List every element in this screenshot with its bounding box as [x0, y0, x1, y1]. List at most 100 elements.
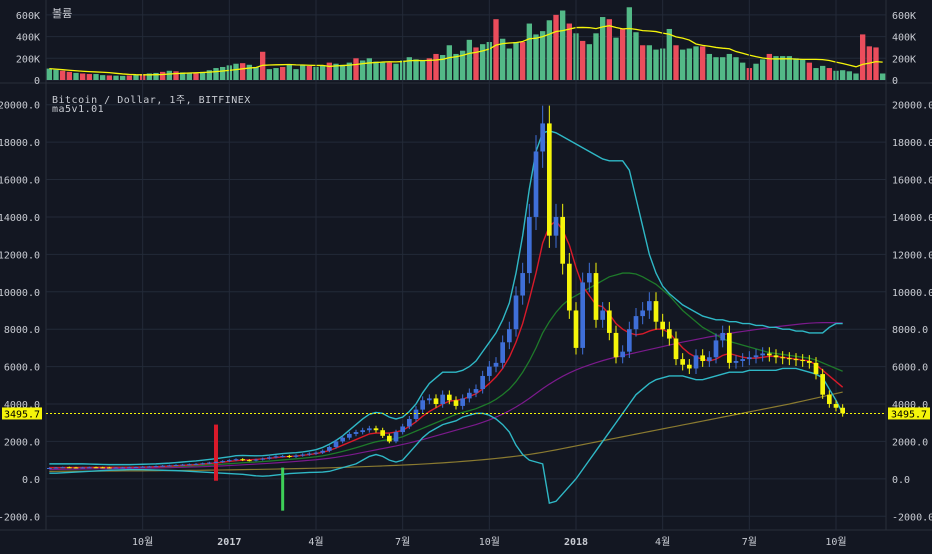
candle-body	[200, 463, 205, 465]
candle-body	[640, 310, 645, 317]
volume-bar	[326, 62, 332, 80]
candle-body	[367, 428, 372, 431]
volume-bar	[60, 70, 66, 80]
candle-body	[327, 447, 332, 451]
price-tick-label-right: 10000.0	[892, 288, 932, 299]
candle-body	[427, 398, 432, 401]
volume-bar	[620, 28, 626, 80]
time-tick-label: 7월	[742, 536, 757, 548]
volume-bar	[366, 58, 372, 80]
candle-body	[493, 362, 499, 367]
candle-body	[693, 355, 699, 369]
candle-body	[673, 338, 679, 360]
volume-tick-label-right: 600K	[892, 11, 916, 22]
time-tick-label: 10월	[132, 536, 153, 548]
volume-bar	[666, 28, 672, 80]
candle-body	[707, 357, 712, 361]
candle-body	[227, 460, 232, 462]
volume-bar	[700, 46, 706, 80]
volume-bar	[173, 71, 179, 80]
volume-bar	[540, 31, 546, 80]
volume-bar	[360, 60, 366, 80]
volume-bar	[206, 70, 212, 80]
candle-body	[107, 467, 112, 469]
volume-bar	[493, 19, 499, 80]
volume-bar	[873, 47, 879, 80]
price-tick-label-left: -2000.0	[0, 512, 40, 523]
candle-body	[807, 360, 812, 363]
volume-bar	[753, 63, 759, 80]
candle-body	[587, 273, 592, 283]
volume-bar	[553, 14, 559, 81]
volume-bar	[606, 19, 612, 80]
volume-bar	[593, 33, 599, 80]
volume-bar	[633, 32, 639, 80]
candle-body	[733, 360, 739, 363]
price-tick-label-left: 6000.0	[4, 363, 40, 374]
volume-bar	[480, 44, 486, 80]
volume-bar	[386, 62, 392, 80]
ma-purple-line	[49, 322, 843, 471]
candle-body	[413, 409, 419, 419]
volume-bar	[66, 71, 72, 80]
volume-bar	[546, 20, 552, 81]
price-tick-label-left: 0.0	[22, 475, 40, 486]
volume-tick-label-right: 0	[892, 76, 898, 87]
candle-body	[127, 467, 132, 469]
candle-body	[840, 407, 845, 414]
time-tick-label: 4월	[655, 536, 670, 548]
ma-green-line	[49, 272, 843, 469]
bollinger-upper-line	[49, 130, 843, 466]
volume-bar	[133, 74, 139, 80]
candle-body	[753, 355, 759, 358]
volume-bar	[193, 73, 199, 80]
candle-body	[160, 465, 165, 467]
candle-body	[620, 351, 625, 358]
volume-bar	[146, 73, 152, 80]
candle-body	[820, 374, 825, 395]
volume-bar	[526, 23, 532, 81]
candle-body	[373, 428, 379, 431]
candle-body	[300, 454, 305, 456]
volume-bar	[566, 23, 572, 81]
candle-body	[120, 467, 125, 469]
volume-bar	[686, 48, 692, 80]
volume-bar	[53, 69, 59, 80]
volume-bar	[46, 68, 52, 80]
candle-body	[100, 467, 105, 469]
volume-bar	[786, 56, 792, 80]
candle-body	[173, 465, 179, 467]
volume-bar	[600, 17, 606, 80]
volume-bar	[520, 42, 526, 80]
volume-bar	[860, 34, 866, 80]
volume-bar	[186, 72, 192, 80]
candle-body	[320, 450, 325, 453]
time-tick-label: 4월	[308, 536, 323, 548]
candle-body	[580, 282, 585, 348]
candle-body	[420, 400, 425, 410]
candle-body	[113, 467, 119, 469]
candle-body	[540, 123, 545, 152]
candle-body	[153, 466, 159, 468]
candle-body	[513, 295, 519, 330]
volume-bar	[840, 70, 846, 80]
volume-bar	[720, 57, 726, 80]
volume-bar	[346, 62, 352, 80]
volume-bar	[506, 48, 512, 80]
candle-body	[653, 301, 659, 322]
volume-bar	[820, 65, 826, 80]
candle-body	[547, 123, 552, 236]
candle-body	[407, 418, 412, 427]
candle-body	[553, 216, 559, 236]
candle-body	[260, 458, 265, 460]
candle-body	[767, 353, 772, 356]
price-tick-label-right: 4000.0	[892, 400, 928, 411]
candle-body	[773, 355, 779, 358]
candle-body	[680, 359, 685, 365]
candle-body	[827, 394, 832, 405]
volume-bar	[320, 65, 326, 80]
volume-bar	[286, 64, 292, 80]
volume-bar	[420, 59, 426, 80]
candle-body	[460, 398, 465, 406]
